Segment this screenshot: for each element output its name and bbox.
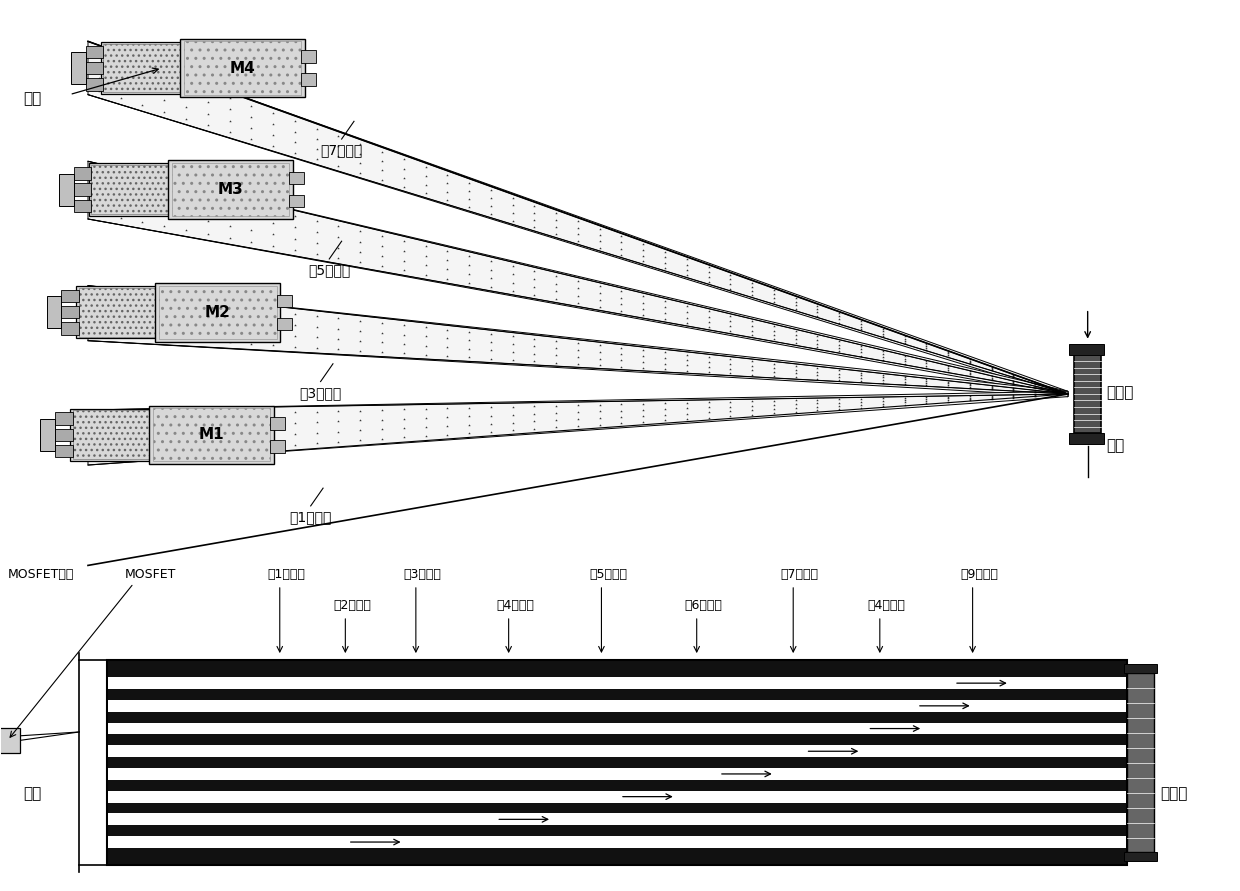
Bar [0,728,20,753]
Text: 第9层电极: 第9层电极 [960,568,998,581]
Text: M1: M1 [198,428,224,442]
Bar [108,813,1126,825]
Bar [56,445,72,457]
FancyBboxPatch shape [167,160,293,219]
Text: 第3层电极: 第3层电极 [300,386,342,400]
Bar [277,295,291,307]
Bar [73,168,91,180]
Text: 第2层电极: 第2层电极 [334,599,371,611]
Text: 俯视图: 俯视图 [1106,385,1133,400]
Text: M2: M2 [205,305,231,320]
Text: 第1层电极: 第1层电极 [268,568,305,581]
Bar [270,440,285,453]
Bar [86,45,103,58]
Polygon shape [88,41,1068,396]
Polygon shape [88,391,1068,465]
Bar [73,200,91,212]
Text: 基材: 基材 [24,92,42,107]
Bar [108,790,1126,803]
Bar [41,419,56,451]
FancyBboxPatch shape [180,38,305,97]
Bar [1127,673,1154,853]
Text: 正视图: 正视图 [1161,786,1188,801]
Text: 第4层电极: 第4层电极 [496,599,534,611]
Bar [1069,344,1104,355]
Text: 基材: 基材 [24,786,42,801]
Bar [108,700,1126,712]
FancyBboxPatch shape [76,286,161,339]
Text: 第7层电极: 第7层电极 [320,143,363,158]
Text: 第3层电极: 第3层电极 [403,568,441,581]
Bar [289,195,304,208]
Bar [60,174,73,206]
Polygon shape [88,161,1068,396]
Text: 第5层电极: 第5层电极 [589,568,627,581]
Bar [301,73,316,86]
Bar [1123,664,1157,673]
Bar [62,323,78,335]
Polygon shape [88,286,1068,396]
Bar [108,836,1126,848]
Bar [1123,853,1157,862]
FancyBboxPatch shape [69,409,155,461]
Bar [56,413,72,425]
Bar [301,50,316,62]
Bar [108,677,1126,689]
Bar [56,429,72,441]
Text: 第1层电极: 第1层电极 [289,511,332,524]
Bar [1074,355,1101,433]
Bar [107,660,1127,865]
Bar [277,317,291,330]
Bar [47,297,62,328]
Text: 第5层电极: 第5层电极 [308,264,351,277]
Bar [71,52,86,84]
Bar [270,417,285,429]
Text: 第6层电极: 第6层电极 [684,599,722,611]
FancyBboxPatch shape [149,405,274,464]
Text: MOSFET: MOSFET [125,568,176,581]
FancyBboxPatch shape [88,163,174,216]
Bar [108,746,1126,757]
Text: M4: M4 [229,61,255,76]
Text: 负载: 负载 [1106,438,1125,453]
Text: MOSFET驱动: MOSFET驱动 [7,568,74,581]
Text: M3: M3 [217,182,243,197]
Polygon shape [88,41,1068,566]
Text: 第7层电极: 第7层电极 [781,568,818,581]
Bar [1069,433,1104,444]
FancyBboxPatch shape [155,283,280,341]
Bar [108,768,1126,780]
Bar [86,78,103,91]
Bar [62,306,78,318]
Text: 第4层电极: 第4层电极 [868,599,905,611]
Bar [86,61,103,74]
Bar [289,172,304,184]
FancyBboxPatch shape [100,42,186,94]
Bar [73,184,91,196]
Bar [108,723,1126,734]
Bar [62,290,78,302]
